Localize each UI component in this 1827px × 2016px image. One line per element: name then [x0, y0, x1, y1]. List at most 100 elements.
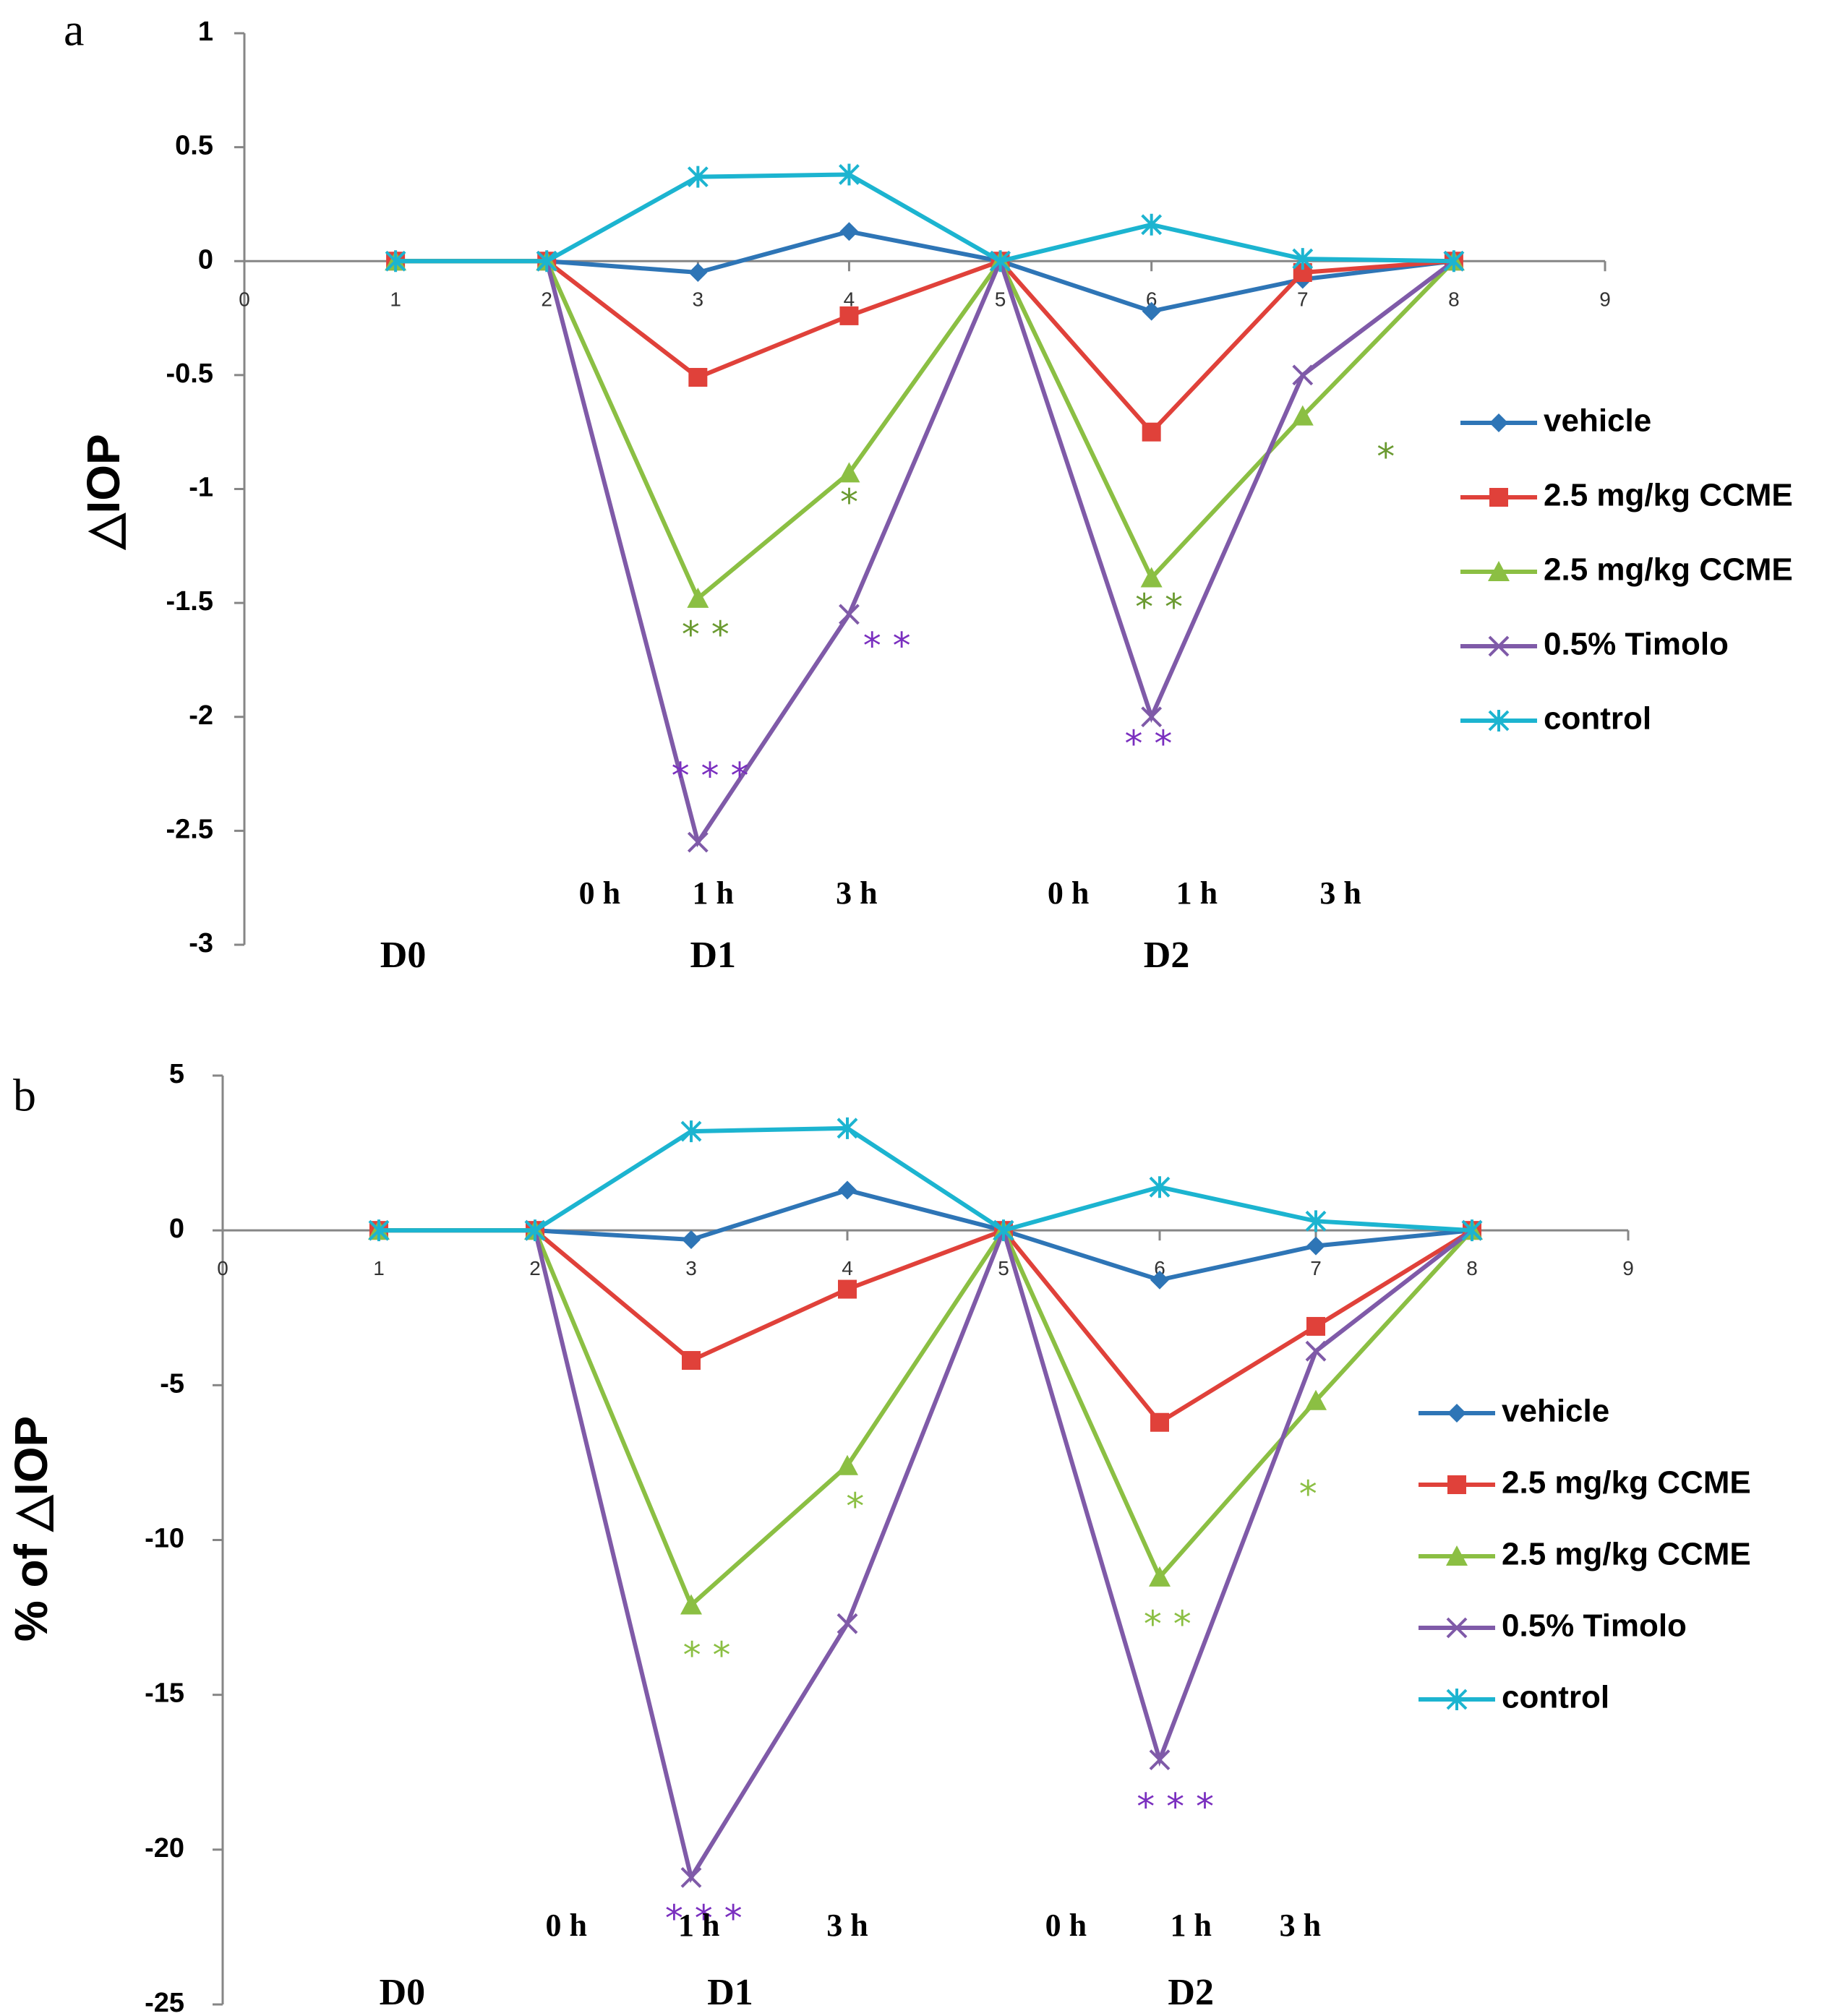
hour-label: 0 h	[579, 875, 620, 911]
legend-marker	[1489, 413, 1508, 432]
legend-marker	[1488, 710, 1510, 732]
y-tick-label: -1.5	[166, 586, 213, 617]
hour-label: 1 h	[1176, 875, 1218, 911]
data-point	[837, 1613, 858, 1634]
x-tick-label: 8	[1448, 288, 1460, 310]
legend-label: vehicle	[1544, 403, 1651, 439]
y-tick-label: 0	[169, 1214, 184, 1244]
legend-marker	[1447, 1475, 1466, 1494]
legend-label: 0.5% Timolo	[1544, 627, 1729, 662]
hour-label: 3 h	[1280, 1908, 1321, 1943]
legend-item: 0.5% Timolo	[1460, 627, 1729, 662]
x-tick-label: 5	[998, 1257, 1009, 1279]
hour-label: 1 h	[693, 875, 734, 911]
day-label: D2	[1144, 935, 1190, 976]
data-point	[680, 1594, 702, 1615]
significance-stars: * * *	[1137, 1786, 1214, 1828]
data-point	[1142, 301, 1161, 321]
legend-marker	[1488, 635, 1510, 657]
panel-b: b 50-5-10-15-20-250 1 2 3 4 5 6 7 8 9% of △IOPvehi…	[5, 1059, 1751, 2016]
legend-label: vehicle	[1502, 1394, 1609, 1429]
data-point	[839, 222, 859, 241]
legend-item: 2.5 mg/kg CCME	[1460, 552, 1793, 588]
data-point	[1305, 1340, 1327, 1362]
legend-item: control	[1460, 701, 1651, 737]
y-tick-label: -5	[160, 1368, 184, 1399]
significance-stars: *	[1377, 436, 1395, 478]
data-point	[1461, 1219, 1483, 1242]
data-point	[536, 250, 557, 273]
data-point	[680, 1866, 702, 1888]
data-point	[839, 306, 859, 325]
significance-stars: *	[846, 1485, 864, 1527]
y-tick-label: -15	[145, 1678, 184, 1709]
legend-label: 2.5 mg/kg CCME	[1544, 552, 1793, 588]
y-tick-label: -1	[189, 473, 213, 503]
data-point	[1150, 1412, 1169, 1432]
series-line	[379, 1227, 1473, 1425]
series-4	[385, 163, 1465, 273]
y-tick-label: -0.5	[166, 359, 213, 389]
significance-stars: * * *	[665, 1897, 743, 1939]
y-tick-label: -3	[189, 928, 213, 958]
series-line	[395, 229, 1455, 314]
y-tick-label: 1	[198, 17, 213, 47]
data-point	[1292, 364, 1314, 386]
legend-label: 2.5 mg/kg CCME	[1544, 478, 1793, 513]
x-tick-label: 5	[995, 288, 1006, 310]
legend-marker	[1446, 1617, 1468, 1639]
legend-marker	[1447, 1404, 1466, 1423]
data-point	[1150, 1270, 1169, 1290]
data-point	[1149, 1176, 1171, 1198]
data-point	[1291, 405, 1314, 426]
x-tick-label: 2	[541, 288, 552, 310]
legend-item: 2.5 mg/kg CCME	[1419, 1465, 1751, 1501]
hour-label: 0 h	[1045, 1908, 1087, 1943]
day-label: D0	[380, 935, 427, 976]
legend-label: control	[1544, 701, 1651, 737]
data-point	[838, 462, 860, 483]
data-point	[993, 1219, 1014, 1242]
significance-stars: * *	[683, 1634, 731, 1676]
panel-letter: a	[64, 4, 84, 56]
data-point	[1140, 567, 1163, 588]
x-tick-label: 1	[390, 288, 401, 310]
day-label: D1	[707, 1972, 753, 2013]
y-tick-label: 0.5	[175, 131, 213, 161]
series-line	[379, 1188, 1473, 1282]
x-tick-label: 2	[529, 1257, 541, 1279]
x-tick-label: 4	[844, 288, 855, 310]
y-axis-label: % of △IOP	[5, 1416, 57, 1642]
legend-marker	[1446, 1689, 1468, 1710]
data-point	[839, 604, 860, 625]
data-point	[1443, 250, 1465, 273]
legend-label: 2.5 mg/kg CCME	[1502, 1537, 1751, 1572]
y-tick-label: 5	[169, 1059, 184, 1089]
data-point	[1305, 1389, 1327, 1410]
x-tick-label: 1	[373, 1257, 385, 1279]
data-point	[1305, 1210, 1327, 1232]
data-point	[1141, 706, 1163, 728]
data-point	[682, 1230, 701, 1250]
data-point	[837, 1117, 858, 1139]
data-point	[1149, 1749, 1171, 1771]
significance-stars: *	[1299, 1473, 1317, 1515]
hour-label: 3 h	[826, 1908, 868, 1943]
y-tick-label: -2.5	[166, 814, 213, 844]
series-line	[379, 1225, 1474, 1609]
data-point	[687, 587, 709, 608]
data-point	[1149, 1566, 1171, 1587]
data-point	[837, 1454, 858, 1475]
hour-label: 0 h	[1048, 875, 1089, 911]
legend-marker	[1446, 1545, 1468, 1566]
hour-label: 1 h	[1170, 1908, 1211, 1943]
data-point	[688, 368, 708, 387]
hour-label: 3 h	[836, 875, 877, 911]
legend-item: vehicle	[1419, 1394, 1609, 1429]
data-point	[838, 1279, 857, 1299]
data-point	[838, 1180, 857, 1200]
day-label: D2	[1168, 1972, 1214, 2013]
y-tick-label: 0	[198, 244, 213, 275]
series-4	[368, 1117, 1483, 1242]
